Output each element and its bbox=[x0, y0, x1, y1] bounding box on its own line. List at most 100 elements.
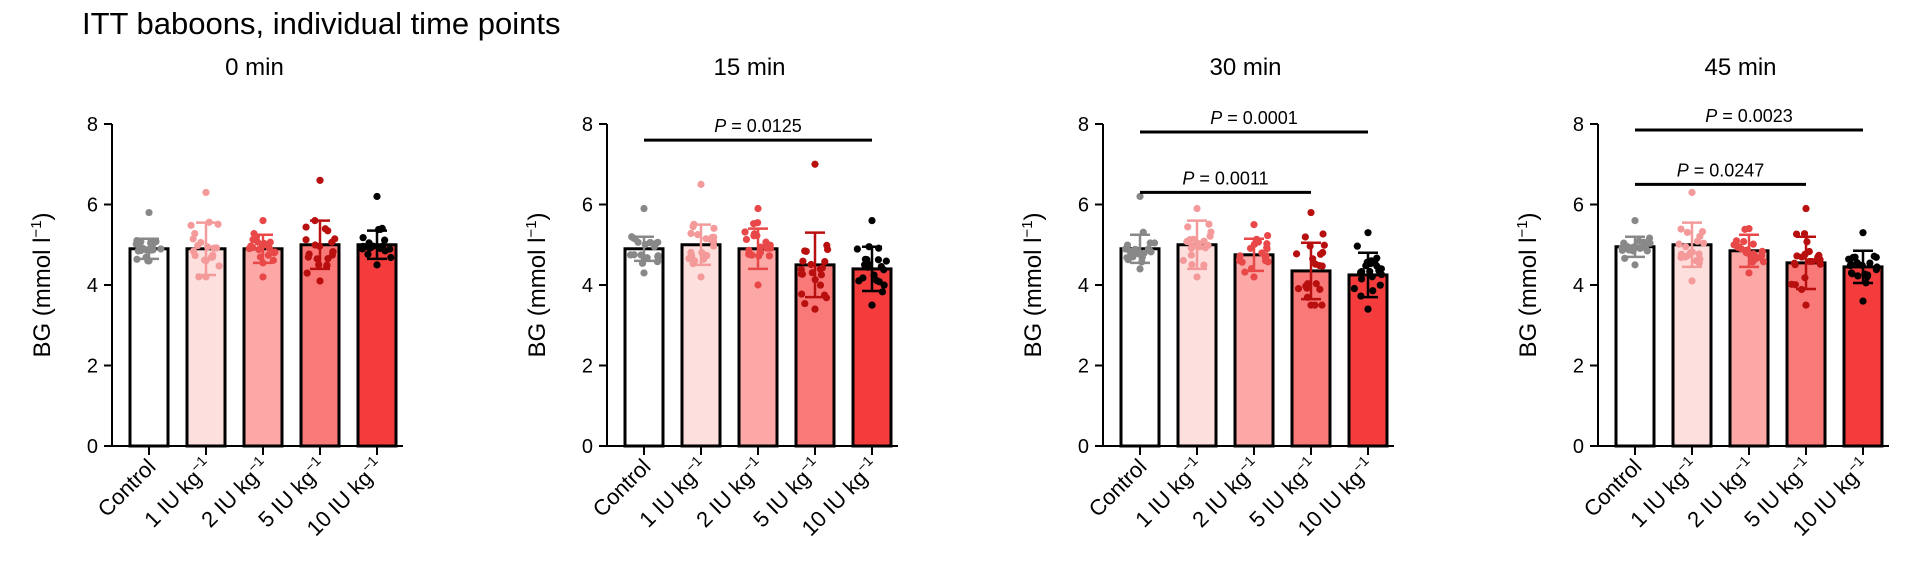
y-tick-label: 0 bbox=[1573, 436, 1584, 458]
data-point bbox=[754, 281, 762, 289]
x-tick-label-text: 2 IU kg bbox=[691, 465, 758, 532]
y-tick-label: 2 bbox=[1078, 356, 1089, 378]
data-point bbox=[1136, 265, 1144, 273]
data-point bbox=[765, 252, 773, 260]
data-point bbox=[1849, 253, 1857, 262]
data-point bbox=[1319, 230, 1327, 238]
data-point bbox=[1179, 256, 1187, 265]
data-point bbox=[1184, 223, 1192, 231]
panel-title: 0 min bbox=[225, 54, 284, 81]
data-point bbox=[745, 250, 753, 258]
data-point bbox=[249, 236, 257, 244]
p-label: P bbox=[1182, 168, 1194, 188]
data-point bbox=[378, 242, 387, 250]
data-point bbox=[1695, 250, 1703, 258]
data-point bbox=[860, 261, 869, 269]
data-point bbox=[799, 257, 807, 265]
data-point bbox=[882, 257, 890, 265]
data-point bbox=[630, 251, 638, 259]
y-tick-label: 8 bbox=[1573, 114, 1584, 136]
x-tick-label-text: 2 IU kg bbox=[1682, 465, 1749, 532]
data-point bbox=[1853, 259, 1861, 267]
data-point bbox=[1318, 262, 1326, 270]
data-point bbox=[1320, 241, 1328, 249]
data-point bbox=[762, 242, 770, 250]
data-point bbox=[754, 204, 762, 213]
data-point bbox=[798, 290, 806, 298]
data-point bbox=[1848, 270, 1856, 278]
data-point bbox=[1816, 256, 1824, 264]
data-point bbox=[1201, 244, 1209, 252]
data-point bbox=[1206, 232, 1214, 240]
data-point bbox=[817, 271, 826, 279]
data-point bbox=[364, 250, 372, 258]
data-point bbox=[1377, 270, 1386, 279]
data-point bbox=[1150, 239, 1159, 247]
data-point bbox=[1316, 285, 1324, 293]
data-point bbox=[303, 269, 311, 277]
data-point bbox=[1307, 208, 1315, 217]
data-point bbox=[742, 235, 751, 244]
data-point bbox=[1350, 284, 1358, 293]
data-point bbox=[1696, 232, 1704, 240]
data-point bbox=[270, 249, 278, 257]
data-point bbox=[823, 241, 831, 249]
p-label: P bbox=[1210, 108, 1222, 128]
data-point bbox=[302, 223, 310, 231]
data-point bbox=[750, 232, 758, 240]
data-point bbox=[259, 217, 267, 225]
data-point bbox=[754, 219, 762, 227]
data-point bbox=[640, 269, 648, 277]
bar-4 bbox=[1842, 265, 1884, 448]
data-point bbox=[1846, 261, 1854, 270]
data-point bbox=[323, 261, 331, 269]
y-tick-label: 0 bbox=[1078, 436, 1089, 458]
bar-2 bbox=[1728, 249, 1770, 448]
data-point bbox=[1319, 248, 1327, 257]
bar-0 bbox=[1119, 247, 1161, 448]
data-point bbox=[1749, 240, 1757, 248]
data-point bbox=[373, 192, 381, 201]
data-point bbox=[1745, 269, 1753, 277]
data-point bbox=[329, 248, 337, 256]
data-point bbox=[687, 229, 695, 238]
data-point bbox=[197, 238, 205, 247]
data-point bbox=[1688, 277, 1696, 285]
data-point bbox=[1854, 272, 1862, 280]
data-point bbox=[1741, 225, 1749, 233]
y-tick-label: 6 bbox=[87, 195, 98, 217]
data-point bbox=[797, 270, 805, 278]
data-point bbox=[259, 273, 267, 281]
data-point bbox=[316, 277, 324, 285]
p-value: = 0.0001 bbox=[1222, 108, 1298, 128]
p-value-label: P = 0.0125 bbox=[714, 116, 802, 136]
data-point bbox=[386, 245, 394, 253]
data-point bbox=[1358, 268, 1366, 276]
data-point bbox=[710, 224, 718, 232]
y-tick-label: 6 bbox=[1078, 195, 1089, 217]
y-axis-label-close: ) bbox=[29, 212, 56, 220]
y-tick-label: 4 bbox=[1573, 275, 1584, 297]
bar-4 bbox=[851, 267, 893, 448]
p-value-label: P = 0.0247 bbox=[1677, 160, 1765, 180]
data-point bbox=[1793, 252, 1801, 260]
data-point bbox=[640, 204, 648, 213]
data-point bbox=[880, 266, 888, 274]
data-point bbox=[1859, 229, 1867, 237]
data-point bbox=[874, 256, 883, 264]
data-point bbox=[1806, 257, 1814, 266]
data-point bbox=[709, 242, 718, 250]
data-point bbox=[1187, 251, 1195, 259]
y-tick-label: 0 bbox=[582, 436, 593, 458]
y-axis-label-superscript: −1 bbox=[1514, 220, 1531, 237]
data-point bbox=[1369, 287, 1377, 295]
data-point bbox=[697, 180, 705, 188]
data-point bbox=[189, 247, 198, 255]
x-tick-label-text: 2 IU kg bbox=[196, 465, 263, 532]
data-point bbox=[1621, 244, 1629, 252]
data-point bbox=[1802, 301, 1810, 309]
data-point bbox=[685, 254, 693, 263]
